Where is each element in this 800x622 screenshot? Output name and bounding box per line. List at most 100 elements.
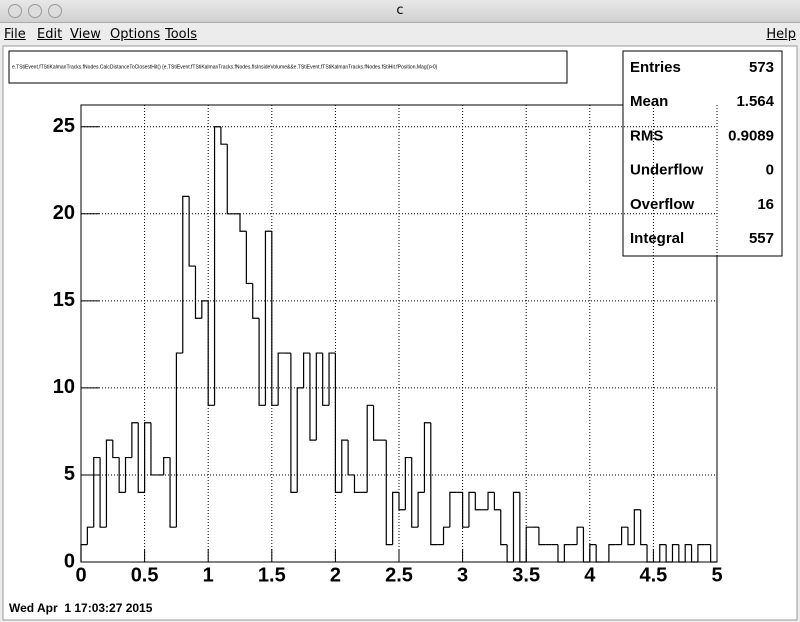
histogram-bin: [366, 404, 374, 493]
histogram-bin: [213, 126, 221, 406]
x-tick-label: 3: [457, 564, 468, 586]
histogram-bin: [322, 353, 330, 406]
histogram-bin: [493, 492, 501, 511]
histogram-bin: [633, 509, 641, 545]
histogram-bin: [131, 422, 139, 458]
histogram-bin: [710, 544, 717, 563]
histogram-bin: [226, 144, 234, 215]
histogram-bin: [665, 544, 673, 563]
histogram-bin: [315, 352, 323, 441]
x-tick-label: 4: [584, 564, 596, 586]
histogram-bin: [245, 231, 253, 285]
histogram-bin: [589, 543, 597, 562]
histogram-bin: [462, 492, 469, 528]
stats-value: 573: [749, 59, 774, 76]
x-tick-label: 1.5: [258, 564, 286, 586]
histogram-bin: [201, 300, 209, 319]
date-stamp: Wed Apr 1 17:03:27 2015: [9, 601, 153, 615]
histogram-bin: [525, 526, 533, 562]
histogram-bin: [417, 491, 425, 528]
histogram-bin: [93, 456, 101, 528]
y-tick-label: 25: [53, 115, 75, 137]
close-button[interactable]: [8, 4, 22, 18]
histogram-bin: [303, 352, 310, 388]
histogram-bin: [86, 526, 94, 545]
menu-bar: File Edit View Options Tools Help: [0, 23, 800, 45]
histogram-bin: [188, 196, 196, 267]
menu-item[interactable]: File: [4, 27, 26, 42]
y-tick-label: 5: [64, 463, 75, 485]
histogram-bin: [144, 422, 151, 493]
histogram-bin: [341, 439, 349, 493]
x-tick-label: 2.5: [385, 564, 413, 586]
histogram-bin: [169, 457, 177, 528]
histogram-bin: [500, 509, 508, 546]
histogram-bin: [678, 544, 686, 563]
zoom-button[interactable]: [48, 4, 62, 18]
stats-value: 557: [749, 230, 774, 247]
x-tick-label: 2: [330, 564, 341, 586]
histogram-bin: [627, 527, 635, 546]
histogram-bin: [252, 283, 260, 319]
histogram-bin: [557, 544, 565, 563]
histogram-bin: [385, 440, 393, 546]
y-tick-label: 10: [53, 376, 75, 398]
menu-item[interactable]: View: [70, 27, 101, 42]
histogram-bin: [220, 126, 228, 145]
stats-box: [622, 50, 783, 257]
histogram-bin: [296, 387, 304, 493]
stats-label: Underflow: [630, 162, 704, 179]
histogram-bin: [404, 456, 412, 510]
histogram-bin: [621, 526, 628, 545]
histogram-bin: [309, 353, 317, 441]
histogram-bin: [150, 422, 158, 476]
histogram-bin: [163, 456, 171, 475]
histogram-bin: [118, 457, 126, 493]
histogram-bin: [194, 266, 202, 319]
x-tick-label: 3.5: [512, 564, 540, 586]
histogram-bin: [506, 544, 514, 563]
histogram-bin: [239, 213, 247, 232]
stats-value: 0: [766, 162, 774, 179]
histogram-bin: [474, 492, 482, 511]
minimize-button[interactable]: [28, 4, 42, 18]
x-tick-label: 5: [711, 564, 722, 586]
histogram-bin: [347, 440, 355, 476]
menu-help[interactable]: Help: [766, 27, 796, 42]
y-tick-label: 20: [53, 202, 75, 224]
stats-value: 0.9089: [728, 127, 774, 144]
histogram-bin: [328, 352, 336, 406]
histogram-bin: [277, 352, 285, 406]
stats-label: Mean: [630, 93, 668, 110]
histogram-bin: [671, 543, 679, 562]
x-tick-label: 1: [203, 564, 214, 586]
histogram-bin: [271, 231, 279, 406]
menu-item[interactable]: Options: [110, 27, 161, 42]
stats-label: Integral: [630, 230, 684, 247]
histogram-bin: [690, 544, 698, 563]
histogram-bin: [264, 230, 272, 406]
histogram-bin: [576, 526, 584, 545]
histogram-bin: [398, 492, 406, 511]
histogram-bin: [697, 543, 705, 562]
histogram-bin: [640, 509, 648, 546]
histogram-bin: [512, 491, 520, 562]
window-title: c: [396, 3, 404, 18]
histogram-bin: [112, 440, 120, 459]
menu-item[interactable]: Edit: [37, 27, 63, 42]
histogram-bin: [392, 491, 399, 545]
histogram-bin: [538, 527, 546, 546]
menu-item[interactable]: Tools: [165, 27, 198, 42]
histogram-bin: [290, 353, 298, 493]
histogram-bin: [608, 543, 616, 562]
histogram-bin: [105, 439, 113, 528]
title-bar: c: [0, 0, 800, 23]
histogram-bin: [519, 492, 527, 563]
histogram-bin: [595, 544, 603, 563]
histogram-bin: [258, 318, 266, 406]
histogram-bin: [582, 527, 590, 563]
histogram-bin: [411, 457, 419, 528]
histogram-bin: [207, 300, 215, 406]
